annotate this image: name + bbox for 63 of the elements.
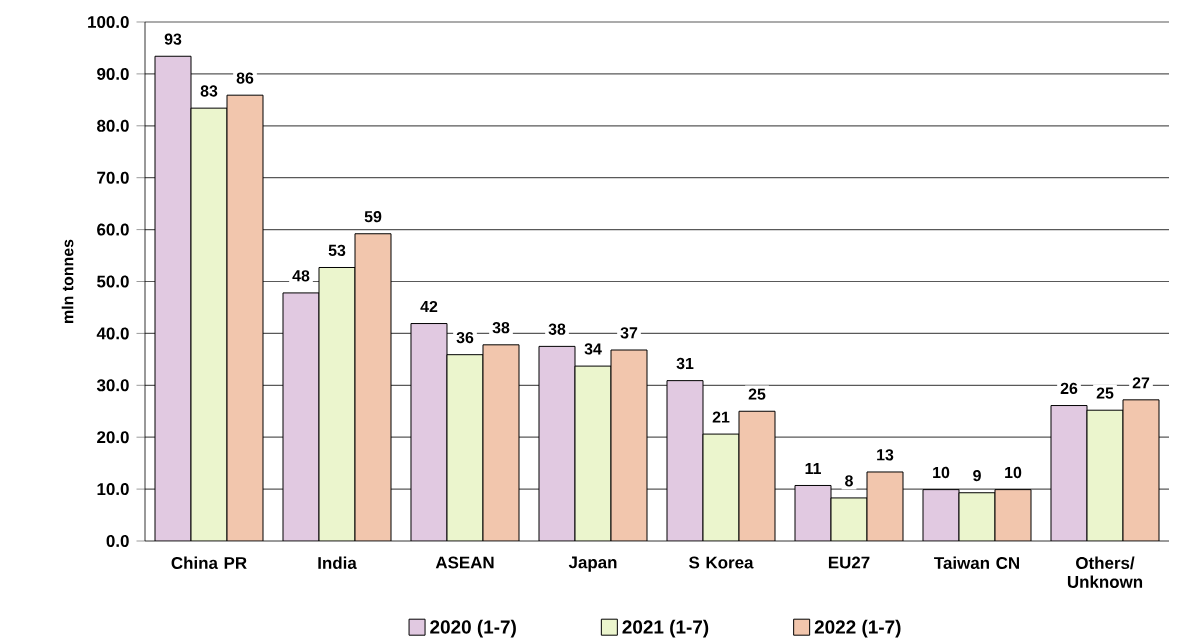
data-label: 10 [1005, 466, 1022, 479]
data-label: 10 [933, 466, 950, 479]
x-tick-label: ASEAN [435, 556, 494, 569]
bar [922, 489, 960, 541]
data-label: 48 [292, 270, 310, 282]
data-label: 8 [845, 475, 853, 487]
x-tick-label: S Korea [689, 556, 754, 569]
bar [154, 55, 192, 541]
data-label: 9 [973, 469, 981, 482]
bar [190, 107, 228, 541]
data-label: 21 [712, 411, 730, 423]
y-tick-label: 60.0 [97, 223, 129, 236]
bar [666, 380, 704, 541]
data-label: 36 [456, 331, 474, 344]
y-tick-label: 70.0 [97, 171, 129, 184]
data-label: 25 [748, 388, 766, 400]
data-label: 31 [676, 357, 694, 370]
bar [410, 323, 448, 541]
bar [574, 365, 612, 541]
data-label: 37 [620, 327, 638, 339]
data-label: 38 [548, 323, 566, 335]
bar [538, 345, 576, 541]
legend-label: 2020 (1-7) [430, 619, 516, 638]
x-tick-label: India [318, 556, 357, 569]
data-label: 86 [236, 72, 254, 84]
bar [830, 497, 868, 541]
data-label: 83 [200, 85, 218, 97]
data-label: 26 [1060, 382, 1078, 395]
y-tick-label: 40.0 [96, 327, 129, 340]
data-label: 59 [364, 210, 382, 223]
data-label: 11 [805, 463, 821, 474]
y-axis-title: mln tonnes [61, 239, 74, 323]
y-tick-label: 10.0 [97, 483, 129, 496]
bar [318, 266, 356, 541]
data-label: 25 [1096, 387, 1114, 399]
y-tick-label: 50.0 [97, 275, 129, 288]
legend-label: 2022 (1-7) [814, 619, 901, 638]
bar [1086, 409, 1124, 541]
data-label: 38 [492, 322, 510, 334]
bar [702, 433, 740, 541]
data-label: 42 [420, 300, 438, 313]
y-tick-label: 90.0 [97, 67, 129, 80]
data-label: 53 [328, 244, 346, 257]
x-tick-label: Taiwan CN [934, 556, 1019, 569]
x-tick-label: China PR [171, 556, 247, 569]
bar [1050, 405, 1088, 541]
data-label: 13 [877, 449, 894, 461]
y-tick-label: 80.0 [97, 119, 129, 132]
legend-label: 2021 (1-7) [622, 619, 709, 638]
x-tick-label: EU27 [828, 556, 870, 569]
x-tick-label: Others/ Unknown [1067, 556, 1143, 588]
y-tick-label: 0.0 [106, 535, 129, 547]
y-tick-label: 30.0 [96, 379, 129, 392]
bar [446, 354, 484, 541]
bar [958, 492, 996, 541]
x-tick-label: Japan [568, 556, 617, 572]
y-tick-label: 100.0 [88, 16, 129, 28]
data-label: 27 [1132, 377, 1150, 389]
data-label: 34 [584, 343, 602, 355]
bar [282, 292, 320, 541]
data-label: 93 [164, 33, 182, 45]
y-tick-label: 20.0 [97, 431, 129, 444]
bar [794, 484, 832, 541]
